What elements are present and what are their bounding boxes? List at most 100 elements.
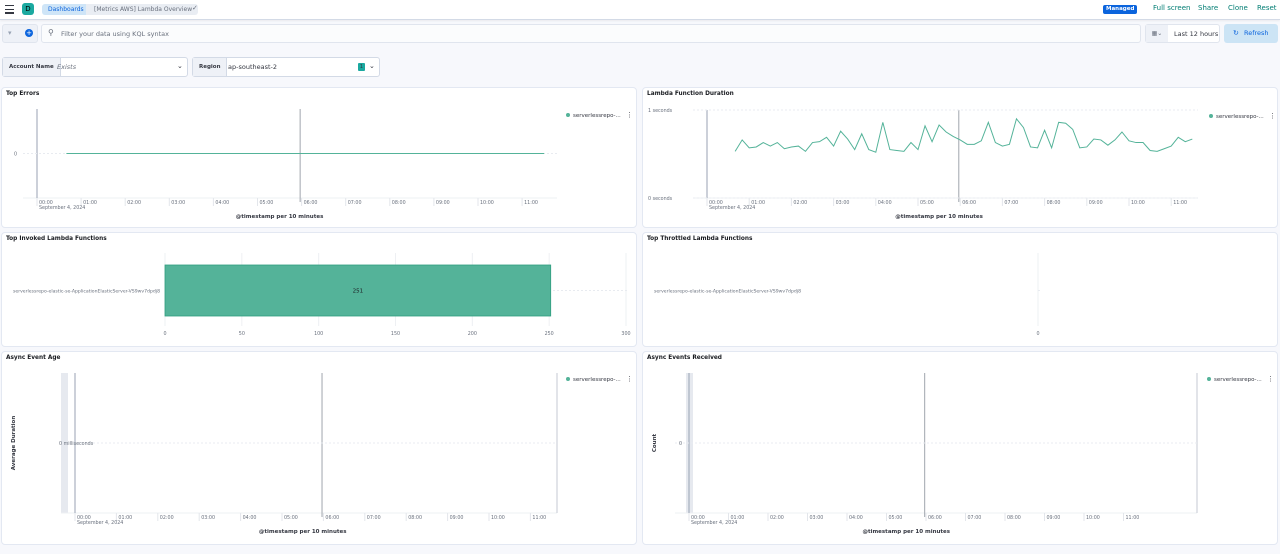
managed-badge: Managed — [1103, 5, 1138, 14]
kql-search-input[interactable]: ⚲ Filter your data using KQL syntax — [41, 24, 1141, 43]
panel-title: Top Invoked Lambda Functions — [6, 236, 107, 242]
panel-async-received: Async Events Received 00:00 01:00 02:00 03:0… — [642, 351, 1278, 545]
x-tick-label: 09:00 — [1089, 200, 1103, 206]
x-tick-label: 10:00 — [1131, 200, 1145, 206]
x-tick-label: 05:00 — [284, 515, 298, 521]
breadcrumb-dashboards[interactable]: Dashboards — [42, 4, 92, 15]
legend-item: serverlessrepo-... — [573, 377, 621, 383]
legend-item: serverlessrepo-... — [573, 113, 621, 119]
top-header: D Dashboards [Metrics AWS] Lambda Overvi… — [0, 0, 1280, 20]
x-axis-title: @timestamp per 10 minutes — [895, 214, 983, 220]
x-tick-label: 09:00 — [1047, 515, 1061, 521]
app-logo-icon[interactable]: D — [22, 3, 34, 15]
panel-top-invoked: Top Invoked Lambda Functions 0 50 100 150 200… — [1, 232, 637, 347]
x-axis-title: @timestamp per 10 minutes — [862, 529, 950, 535]
clone-link[interactable]: Clone — [1228, 4, 1248, 12]
control-label: Region — [193, 58, 228, 76]
x-tick-label: 0 — [163, 331, 166, 337]
x-tick-label: 03:00 — [836, 200, 850, 206]
x-tick-label: 11:00 — [1173, 200, 1187, 206]
x-tick-label: 02:00 — [793, 200, 807, 206]
x-tick-label: 200 — [468, 331, 477, 337]
legend-swatch — [1209, 114, 1213, 118]
legend-menu-icon[interactable]: ⋮ — [626, 111, 633, 119]
x-tick-label: 01:00 — [731, 515, 745, 521]
legend-item: serverlessrepo-... — [1216, 114, 1264, 120]
x-tick-label: 03:00 — [810, 515, 824, 521]
legend-menu-icon[interactable]: ⋮ — [626, 375, 633, 383]
panel-title: Async Events Received — [647, 355, 722, 361]
x-tick-label: 07:00 — [1004, 200, 1018, 206]
panel-top-throttled: Top Throttled Lambda Functions 0 serverles… — [642, 232, 1278, 347]
x-tick-label: 250 — [545, 331, 554, 337]
reset-link[interactable]: Reset — [1257, 4, 1277, 12]
legend-menu-icon[interactable]: ⋮ — [1269, 112, 1276, 120]
panel-title: Async Event Age — [6, 355, 61, 361]
x-tick-label: 01:00 — [751, 200, 765, 206]
x-tick-label: 06:00 — [928, 515, 942, 521]
x-date-label: September 4, 2024 — [39, 205, 85, 211]
refresh-button[interactable]: ↻ Refresh — [1224, 24, 1278, 43]
x-axis-title: @timestamp per 10 minutes — [259, 529, 347, 535]
add-filter-icon[interactable]: + — [25, 29, 33, 37]
menu-icon[interactable] — [5, 5, 14, 14]
x-tick-label: 07:00 — [367, 515, 381, 521]
chart-lambda-duration: 00:00 01:00 02:00 03:00 04:00 05:00 06:00 07:00… — [648, 108, 1276, 220]
x-tick-label: 01:00 — [118, 515, 132, 521]
region-control[interactable]: Region ap-southeast-2 1 ⌄ — [192, 57, 380, 77]
x-tick-label: 100 — [314, 331, 323, 337]
x-tick-label: 00:00 — [691, 515, 705, 521]
x-tick-label: 0 — [1036, 331, 1039, 337]
x-tick-label: 05:00 — [260, 200, 274, 206]
x-tick-label: 08:00 — [392, 200, 406, 206]
y-axis-title: Average Duration — [11, 416, 17, 471]
y-axis-title: Count — [652, 433, 658, 452]
chart-top-throttled: 0 serverlessrepo-elastic-se-ApplicationEl… — [654, 253, 1040, 337]
category-label: serverlessrepo-elastic-se-ApplicationEla… — [654, 289, 801, 295]
refresh-icon: ↻ — [1233, 29, 1239, 37]
bar-value-label: 251 — [353, 289, 364, 295]
x-tick-label: 04:00 — [849, 515, 863, 521]
x-tick-label: 04:00 — [243, 515, 257, 521]
bar[interactable] — [164, 264, 552, 317]
panel-top-errors: Top Errors 00:00 01:00 02:00 03:00 04:00 05:00… — [1, 87, 637, 228]
filter-menu-button[interactable]: ▾ + — [2, 24, 38, 43]
x-date-label: September 4, 2024 — [77, 520, 123, 526]
x-tick-label: 150 — [391, 331, 400, 337]
chevron-down-icon[interactable]: ⌄ — [177, 62, 183, 70]
calendar-icon[interactable]: ▦⌄ — [1146, 25, 1168, 42]
chart-async-received: 00:00 01:00 02:00 03:00 04:00 05:00 06:00 07:00… — [652, 373, 1274, 535]
x-tick-label: 11:00 — [1126, 515, 1140, 521]
chevron-down-icon[interactable]: ⌄ — [369, 62, 375, 70]
x-tick-label: 09:00 — [450, 515, 464, 521]
x-tick-label: 08:00 — [1007, 515, 1021, 521]
x-tick-label: 300 — [621, 331, 630, 337]
time-range[interactable]: Last 12 hours — [1174, 30, 1219, 38]
legend-swatch — [1207, 377, 1211, 381]
x-tick-label: 04:00 — [215, 200, 229, 206]
x-tick-label: 08:00 — [1047, 200, 1061, 206]
search-placeholder: Filter your data using KQL syntax — [61, 30, 169, 38]
control-value: Exists — [57, 63, 77, 71]
selection-count-badge: 1 — [358, 63, 365, 71]
legend-menu-icon[interactable]: ⋮ — [1267, 375, 1274, 383]
full-screen-link[interactable]: Full screen — [1153, 4, 1191, 12]
chevron-down-icon[interactable]: ✓ — [192, 4, 198, 12]
panel-title: Lambda Function Duration — [647, 91, 734, 97]
panel-async-age: Async Event Age 00:00 01:00 02:00 03:00 04:00… — [1, 351, 637, 545]
panel-title: Top Errors — [6, 91, 40, 97]
chart-async-age: 00:00 01:00 02:00 03:00 04:00 05:00 06:00 07:00… — [11, 373, 633, 535]
date-picker[interactable]: ▦⌄ Last 12 hours — [1145, 24, 1220, 43]
x-tick-label: 02:00 — [160, 515, 174, 521]
share-link[interactable]: Share — [1198, 4, 1219, 12]
account-name-control[interactable]: Account Name Exists ⌄ — [2, 57, 188, 77]
x-tick-label: 10:00 — [491, 515, 505, 521]
x-tick-label: 07:00 — [968, 515, 982, 521]
x-axis-title: @timestamp per 10 minutes — [236, 214, 324, 220]
y-tick-label: 0 — [14, 152, 17, 158]
category-label: serverlessrepo-elastic-se-ApplicationEla… — [13, 289, 160, 295]
x-tick-label: 50 — [239, 331, 245, 337]
x-tick-label: 06:00 — [304, 200, 318, 206]
x-date-label: September 4, 2024 — [691, 520, 737, 526]
x-tick-label: 06:00 — [325, 515, 339, 521]
